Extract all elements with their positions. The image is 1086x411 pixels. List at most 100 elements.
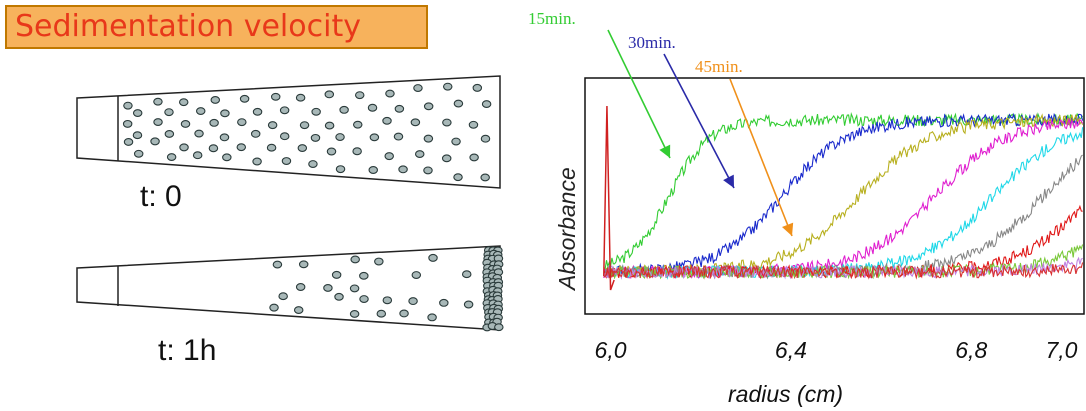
cell-t1h-particles (269, 246, 504, 332)
particle-t0 (281, 157, 292, 165)
particle-t0 (398, 165, 408, 174)
series-7-line (603, 204, 1083, 280)
particle-t0 (310, 133, 321, 142)
particle-t0 (442, 82, 453, 91)
particle-t0 (299, 121, 310, 130)
cell-t0-label: t: 0 (140, 180, 182, 213)
meniscus-spike (603, 105, 615, 291)
cell-t0 (76, 75, 501, 189)
particle-t0 (410, 118, 421, 127)
annotation-3-arrowhead (782, 222, 794, 236)
annotation-2-arrow (663, 53, 735, 189)
particle-t0 (150, 137, 160, 146)
annotation-3: 45min. (695, 57, 743, 76)
cell-t0-particles (122, 82, 492, 182)
annotations-layer: 15min. 30min. 45min. (528, 9, 794, 237)
particle-t0 (339, 105, 349, 114)
x-tick-label: 6,8 (955, 337, 987, 363)
particle-t0 (279, 132, 290, 141)
particle-t0 (394, 104, 405, 113)
particle-t0 (252, 157, 262, 166)
particle-t1h (427, 313, 437, 322)
x-axis-ticks: 6,0 6,4 6,8 7,0 (595, 337, 1078, 363)
cell-t1h-label: t: 1h (158, 334, 217, 367)
particle-t0 (267, 121, 278, 130)
particle-t1h (411, 271, 422, 279)
particle-t1h (376, 309, 387, 318)
particle-t0 (451, 137, 461, 146)
particle-t1h (269, 303, 279, 312)
particle-t0 (413, 84, 423, 92)
particle-t0 (308, 160, 318, 168)
particle-t0 (369, 133, 380, 142)
particle-t1h (374, 257, 384, 266)
series-layer (603, 105, 1084, 291)
particle-t0 (195, 107, 206, 116)
particle-t0 (423, 134, 434, 143)
series-9-line (603, 256, 1083, 280)
particle-t0 (297, 144, 308, 153)
particle-t0 (132, 109, 143, 118)
series-10-line (603, 262, 1084, 280)
particle-t0 (179, 143, 189, 152)
particle-t1h (293, 306, 304, 315)
particle-t0 (237, 118, 247, 127)
particle-t0 (250, 129, 261, 138)
particle-t0 (335, 165, 346, 174)
particle-t0 (122, 119, 133, 128)
particle-t0 (164, 129, 175, 138)
particle-t1h (272, 260, 283, 269)
particle-t0 (354, 91, 365, 100)
particle-t0 (166, 153, 177, 162)
particle-t0 (480, 134, 491, 143)
particle-t0 (123, 137, 134, 146)
particle-t0 (414, 150, 425, 159)
particle-t0 (423, 166, 433, 175)
annotation-1: 15min. (528, 9, 576, 28)
particle-t0 (178, 98, 189, 107)
particle-t0 (393, 132, 404, 141)
series-8-line (603, 244, 1084, 280)
particle-t0 (239, 94, 250, 103)
particle-t1h (359, 271, 369, 280)
particle-t0 (385, 89, 395, 98)
particle-t0 (153, 118, 163, 127)
particle-t1h (350, 255, 360, 264)
particle-t0 (252, 107, 263, 116)
particle-t0 (352, 147, 362, 156)
cell-diagram (76, 75, 504, 332)
particle-t0 (442, 118, 452, 127)
particle-t0 (180, 119, 191, 128)
x-tick-label: 7,0 (1045, 337, 1077, 363)
particle-t1h (399, 309, 409, 318)
particle-t0 (192, 151, 203, 160)
particle-t1h (295, 283, 306, 291)
particle-t0 (441, 154, 452, 163)
particle-t0 (123, 101, 133, 110)
particle-t0 (220, 109, 230, 118)
annotation-2: 30min. (628, 33, 676, 52)
particle-t0 (453, 173, 463, 182)
particle-t1h (331, 270, 342, 279)
particle-t0 (480, 173, 490, 182)
particle-t0 (468, 120, 479, 129)
particle-t0 (210, 96, 221, 104)
particle-t0 (164, 108, 174, 117)
particle-t0 (295, 93, 306, 102)
particle-t0 (472, 83, 483, 92)
particle-t1h (428, 253, 438, 262)
particle-t0 (132, 131, 143, 140)
pellet-particle (494, 323, 504, 332)
particle-t1h (408, 297, 418, 306)
particle-t0 (453, 99, 464, 108)
annotation-2-arrowhead (723, 174, 734, 188)
particle-t0 (153, 97, 163, 106)
x-tick-label: 6,0 (595, 337, 627, 363)
particle-t1h (463, 300, 474, 309)
particle-t1h (334, 292, 344, 301)
particle-t0 (236, 143, 247, 152)
particle-t1h (298, 260, 309, 269)
particle-t0 (368, 166, 378, 174)
y-axis-label: Absorbance (554, 167, 580, 292)
